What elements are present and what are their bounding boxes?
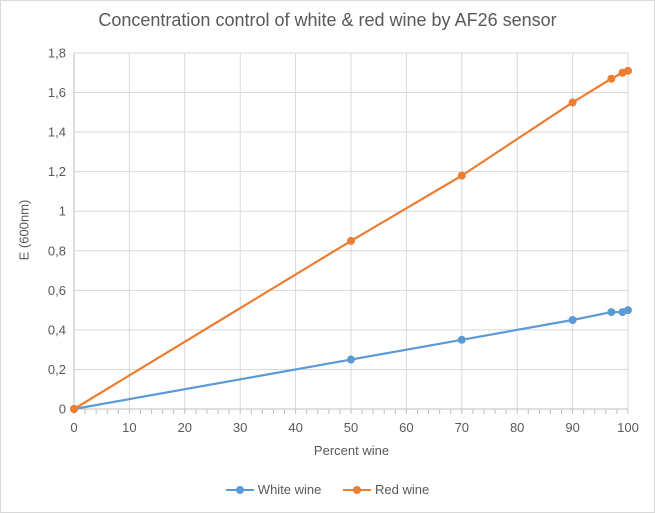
legend-item-red-wine[interactable]: Red wine: [343, 482, 429, 497]
data-point-white-wine: [457, 335, 466, 344]
y-tick-label: 0,4: [48, 322, 66, 337]
data-point-red-wine: [607, 74, 616, 83]
legend-label-white-wine: White wine: [257, 482, 322, 497]
data-point-white-wine: [607, 308, 616, 317]
x-tick-label: 10: [122, 420, 136, 435]
data-point-white-wine: [568, 316, 577, 324]
x-tick-label: 0: [70, 420, 77, 435]
legend-marker-red-wine: [343, 485, 371, 495]
y-tick-label: 0,8: [48, 243, 66, 258]
x-axis-label: Percent wine: [313, 443, 390, 458]
x-tick-label: 20: [178, 420, 192, 435]
y-tick-label: 1: [59, 204, 66, 219]
legend: White wine Red wine: [0, 482, 655, 498]
y-axis-label: E (600nm): [16, 199, 32, 261]
data-point-white-wine: [624, 306, 632, 315]
x-tick-label: 70: [455, 420, 469, 435]
data-point-red-wine: [568, 98, 577, 107]
x-tick-label: 100: [617, 420, 639, 435]
y-tick-label: 0,6: [48, 283, 66, 298]
data-point-white-wine: [347, 355, 355, 364]
x-tick-label: 80: [510, 420, 524, 435]
data-point-red-wine: [347, 236, 355, 245]
y-tick-label: 1,2: [48, 164, 66, 179]
y-tick-label: 1,6: [48, 85, 66, 100]
x-tick-label: 60: [399, 420, 413, 435]
x-tick-label: 90: [565, 420, 579, 435]
y-tick-label: 1,4: [48, 125, 66, 140]
data-point-red-wine: [457, 171, 466, 180]
chart-title: Concentration control of white & red win…: [98, 10, 557, 30]
y-tick-label: 0,2: [48, 362, 66, 377]
legend-item-white-wine[interactable]: White wine: [225, 482, 322, 497]
x-tick-label: 40: [288, 420, 302, 435]
y-tick-label: 1,8: [48, 46, 66, 61]
legend-marker-white-wine: [225, 485, 254, 495]
x-tick-label: 50: [344, 420, 358, 435]
legend-label-red-wine: Red wine: [375, 482, 430, 497]
x-tick-label: 30: [233, 420, 247, 435]
data-point-red-wine: [70, 405, 78, 413]
y-tick-label: 0: [59, 402, 66, 417]
data-point-red-wine: [624, 66, 632, 75]
